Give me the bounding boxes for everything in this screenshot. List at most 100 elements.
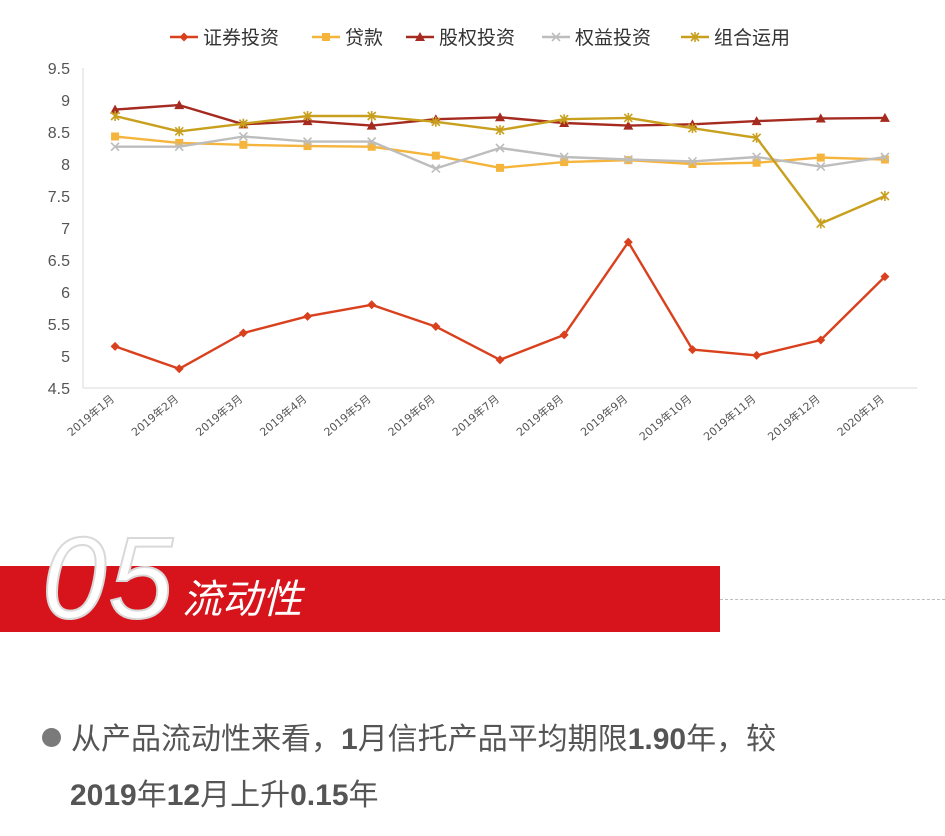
data-point bbox=[623, 112, 633, 123]
series-line bbox=[114, 240, 886, 370]
series-asterisk bbox=[110, 111, 890, 229]
line-chart: 证券投资 贷款 股权投资 权益投资 组合运用 9.5 9 8.5 8 7.5 7 6.5 6 5.5 5 4… bbox=[48, 27, 917, 444]
summary-prev-month: 12 bbox=[166, 779, 201, 812]
data-point bbox=[495, 112, 505, 122]
data-point bbox=[880, 155, 889, 164]
y-tick-label: 6.5 bbox=[48, 253, 70, 270]
legend-marker bbox=[179, 32, 189, 42]
y-tick-label: 4.5 bbox=[48, 381, 70, 398]
x-tick-label: 2019年2月 bbox=[128, 392, 181, 439]
legend-item: 贷款 bbox=[312, 27, 383, 49]
summary-text: 月上升 bbox=[200, 778, 291, 813]
summary-text: 年，较 bbox=[686, 722, 777, 757]
data-point bbox=[367, 137, 377, 147]
legend-marker bbox=[322, 33, 330, 41]
data-point bbox=[303, 142, 312, 151]
legend-item: 股权投资 bbox=[406, 27, 515, 49]
data-point bbox=[560, 158, 569, 167]
summary-paragraph: 从产品流动性来看，1月信托产品平均期限1.90年，较 2019年12月上升0.15… bbox=[42, 712, 922, 824]
series-line bbox=[115, 135, 886, 170]
data-point bbox=[879, 112, 890, 122]
data-point bbox=[366, 120, 377, 130]
data-point bbox=[239, 140, 248, 149]
y-tick-label: 9.5 bbox=[48, 61, 70, 78]
data-point bbox=[880, 152, 890, 162]
data-point bbox=[111, 132, 120, 141]
series-x bbox=[110, 131, 890, 174]
summary-avg-term: 1.90 bbox=[627, 723, 687, 756]
data-point bbox=[367, 300, 377, 310]
divider-line bbox=[720, 599, 945, 600]
data-point bbox=[816, 161, 826, 172]
data-point bbox=[816, 218, 826, 229]
legend-marker bbox=[690, 32, 700, 42]
data-point bbox=[559, 114, 569, 125]
legend-label: 组合运用 bbox=[714, 27, 790, 49]
data-point bbox=[238, 118, 248, 129]
data-point bbox=[880, 272, 890, 282]
data-point bbox=[302, 137, 313, 147]
summary-month: 1 bbox=[341, 723, 358, 756]
data-point bbox=[495, 355, 505, 365]
data-point bbox=[752, 158, 761, 167]
x-tick-label: 2019年12月 bbox=[765, 392, 823, 444]
x-tick-label: 2019年1月 bbox=[64, 392, 117, 439]
data-point bbox=[431, 116, 441, 127]
summary-text: 月信托产品平均期限 bbox=[357, 722, 628, 757]
x-tick-label: 2019年7月 bbox=[449, 392, 502, 439]
y-tick-label: 7.5 bbox=[48, 189, 70, 206]
data-point bbox=[880, 191, 890, 201]
summary-text: 年 bbox=[348, 778, 379, 813]
section-title: 流动性 bbox=[182, 577, 302, 623]
data-point bbox=[495, 143, 505, 153]
data-point bbox=[687, 345, 697, 355]
data-point bbox=[559, 330, 569, 340]
summary-text: 从产品流动性来看， bbox=[71, 722, 341, 757]
x-tick-label: 2019年9月 bbox=[578, 392, 631, 439]
data-point bbox=[495, 125, 505, 136]
data-point bbox=[623, 237, 633, 247]
data-point bbox=[110, 341, 120, 351]
x-tick-label: 2019年10月 bbox=[636, 392, 694, 444]
legend-item: 组合运用 bbox=[681, 27, 790, 49]
summary-text: 年 bbox=[136, 778, 167, 813]
legend-marker bbox=[415, 32, 425, 41]
x-tick-label: 2019年4月 bbox=[257, 392, 310, 439]
series-line bbox=[114, 135, 885, 170]
summary-increase: 0.15 bbox=[290, 779, 349, 812]
section-banner bbox=[0, 566, 720, 632]
data-point bbox=[687, 123, 698, 134]
y-tick-label: 8.5 bbox=[48, 125, 70, 142]
y-tick-label: 6 bbox=[61, 285, 70, 302]
data-point bbox=[238, 131, 248, 142]
data-point bbox=[303, 311, 313, 321]
data-point bbox=[174, 364, 184, 374]
series-diamond bbox=[110, 237, 890, 374]
data-point bbox=[175, 138, 184, 147]
x-tick-label: 2019年3月 bbox=[193, 392, 246, 439]
data-point bbox=[238, 328, 248, 338]
data-point bbox=[751, 116, 762, 126]
data-point bbox=[623, 120, 634, 130]
data-point bbox=[815, 113, 826, 123]
x-tick-label: 2020年1月 bbox=[834, 392, 887, 439]
x-tick-label: 2019年5月 bbox=[321, 392, 374, 439]
y-tick-label: 8 bbox=[61, 157, 70, 174]
summary-year: 2019 bbox=[70, 779, 137, 812]
section-number: 05 bbox=[41, 513, 176, 643]
data-point bbox=[752, 152, 762, 162]
data-point bbox=[367, 111, 377, 121]
data-point bbox=[431, 151, 440, 160]
legend-label: 证券投资 bbox=[203, 27, 279, 49]
data-point bbox=[816, 153, 825, 162]
y-tick-label: 7 bbox=[61, 221, 70, 238]
legend-label: 贷款 bbox=[345, 27, 383, 49]
legend-marker bbox=[551, 32, 561, 42]
y-tick-label: 5.5 bbox=[48, 317, 70, 334]
legend-item: 证券投资 bbox=[170, 27, 279, 49]
legend-label: 权益投资 bbox=[575, 27, 651, 49]
data-point bbox=[174, 126, 184, 137]
data-point bbox=[496, 163, 504, 172]
data-point bbox=[367, 142, 376, 151]
data-point bbox=[302, 111, 313, 121]
